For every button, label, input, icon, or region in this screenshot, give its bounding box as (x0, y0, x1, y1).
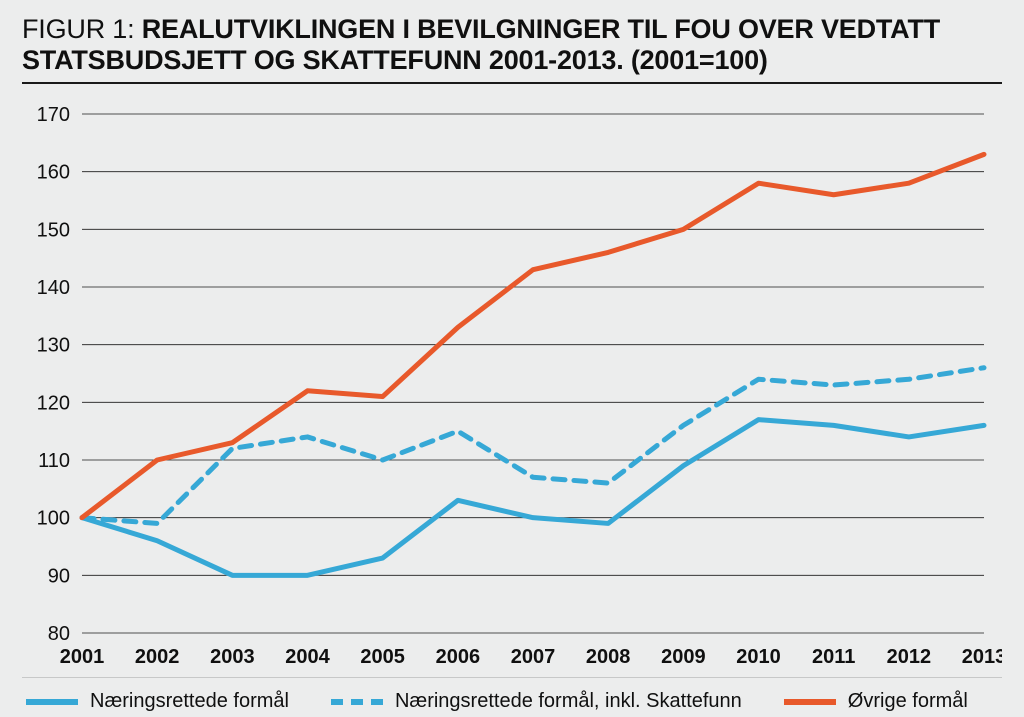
x-axis-tick-label: 2009 (661, 646, 706, 668)
figure-title-bold: REALUTVIKLINGEN I BEVILGNINGER TIL FOU O… (22, 14, 940, 75)
x-axis-tick-label: 2006 (436, 646, 481, 668)
legend-item-ovrige: Øvrige formål (784, 690, 968, 713)
y-axis-tick-label: 90 (48, 565, 70, 587)
x-axis-tick-label: 2011 (812, 646, 855, 668)
y-axis-tick-label: 80 (48, 623, 70, 645)
legend-label: Næringsrettede formål (90, 690, 289, 713)
chart-area: 80 90 100 110 120 130 140 150 160 170 2001 2002 2003… (22, 90, 1002, 677)
x-axis-tick-label: 2005 (360, 646, 405, 668)
y-axis-tick-label: 170 (37, 104, 70, 126)
line-chart-svg: 80 90 100 110 120 130 140 150 160 170 2001 2002 2003… (22, 90, 1002, 677)
y-axis-tick-label: 150 (37, 219, 70, 241)
figure-title-block: FIGUR 1: REALUTVIKLINGEN I BEVILGNINGER … (22, 14, 1002, 84)
y-axis-tick-label: 130 (37, 335, 70, 357)
legend-item-naeringsrettede_inkl_skattefunn: Næringsrettede formål, inkl. Skattefunn (331, 690, 742, 713)
x-axis-tick-label: 2007 (511, 646, 556, 668)
legend-label: Øvrige formål (848, 690, 968, 713)
x-axis-tick-label: 2002 (135, 646, 180, 668)
figure-title: FIGUR 1: REALUTVIKLINGEN I BEVILGNINGER … (22, 14, 1002, 76)
figure-container: FIGUR 1: REALUTVIKLINGEN I BEVILGNINGER … (0, 0, 1024, 704)
y-axis-tick-label: 100 (37, 508, 70, 530)
x-axis-tick-label: 2013 (962, 646, 1002, 668)
x-axis-tick-label: 2008 (586, 646, 631, 668)
series-line-naeringsrettede (82, 420, 984, 576)
x-axis-tick-label: 2003 (210, 646, 255, 668)
x-axis-tick-label: 2001 (60, 646, 105, 668)
y-axis-tick-label: 120 (37, 392, 70, 414)
legend-item-naeringsrettede: Næringsrettede formål (26, 690, 289, 713)
legend-label: Næringsrettede formål, inkl. Skattefunn (395, 690, 742, 713)
x-axis-tick-label: 2004 (285, 646, 330, 668)
y-axis-tick-label: 160 (37, 162, 70, 184)
x-axis-tick-label: 2010 (736, 646, 781, 668)
figure-title-lead: FIGUR 1: (22, 14, 142, 44)
chart-legend: Næringsrettede formål Næringsrettede form… (22, 677, 1002, 717)
y-axis-tick-label: 110 (38, 450, 70, 472)
y-axis-tick-label: 140 (37, 277, 70, 299)
x-axis-tick-label: 2012 (887, 646, 932, 668)
